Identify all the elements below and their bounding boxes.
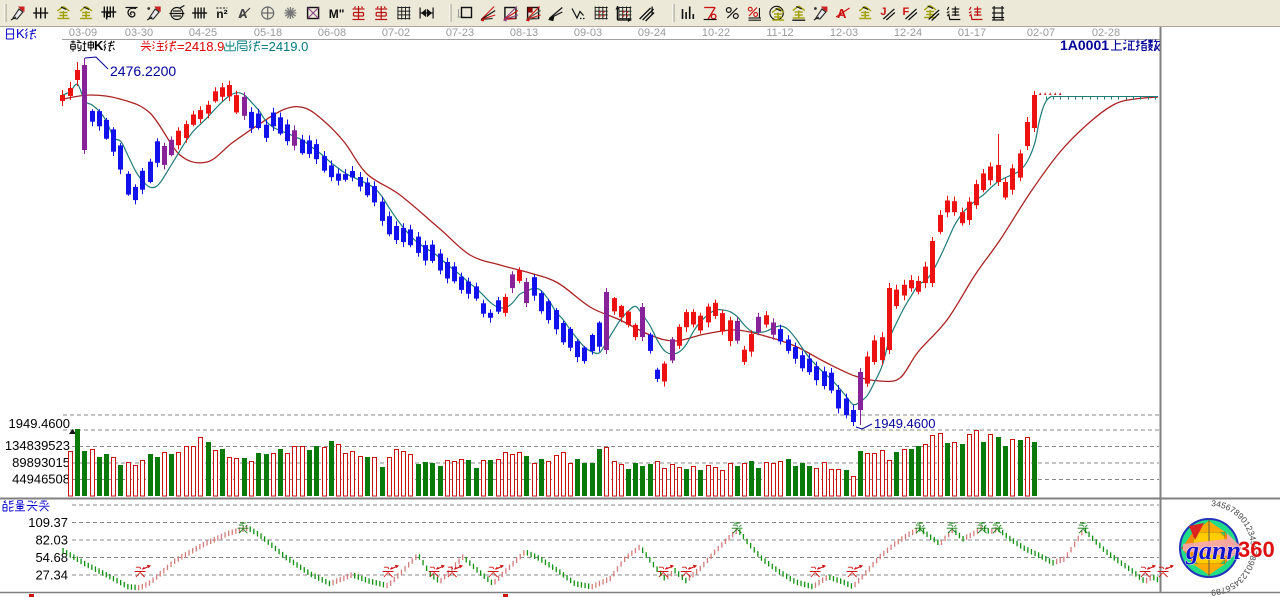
svg-text:2476.2200: 2476.2200	[110, 63, 176, 79]
svg-text:03-30: 03-30	[125, 27, 153, 39]
svg-text:44946508: 44946508	[12, 472, 70, 487]
svg-text:03-09: 03-09	[69, 27, 97, 39]
svg-text:09-03: 09-03	[574, 27, 602, 39]
svg-text:F: F	[105, 12, 111, 23]
svg-text:K: K	[94, 38, 104, 53]
svg-text:1949.4600: 1949.4600	[9, 416, 70, 431]
svg-text:109.37: 109.37	[28, 515, 68, 530]
svg-text:09-24: 09-24	[638, 27, 666, 39]
svg-text:02-28: 02-28	[1092, 27, 1120, 39]
svg-text:12-03: 12-03	[830, 27, 858, 39]
svg-text:F: F	[903, 6, 910, 18]
svg-text:1949.4600: 1949.4600	[874, 416, 935, 431]
svg-text:01-17: 01-17	[958, 27, 986, 39]
svg-text:=2418.9: =2418.9	[177, 39, 224, 54]
svg-text:A: A	[238, 6, 248, 21]
svg-text:134839523: 134839523	[5, 438, 70, 453]
svg-text:82.03: 82.03	[35, 533, 68, 548]
svg-text:K: K	[16, 26, 25, 41]
svg-text:06-08: 06-08	[318, 27, 346, 39]
svg-text:=2419.0: =2419.0	[261, 39, 308, 54]
svg-text:11-12: 11-12	[766, 27, 793, 39]
svg-text:02-07: 02-07	[1027, 27, 1055, 39]
svg-text:08-13: 08-13	[510, 27, 538, 39]
svg-text:gann: gann	[1185, 536, 1241, 565]
svg-text:12-24: 12-24	[894, 27, 922, 39]
svg-text:07-23: 07-23	[446, 27, 474, 39]
svg-text:1A0001: 1A0001	[1060, 37, 1109, 53]
svg-text:07-02: 07-02	[382, 27, 410, 39]
svg-text:89893015: 89893015	[12, 455, 70, 470]
svg-text:05-18: 05-18	[254, 27, 282, 39]
svg-text:54.68: 54.68	[35, 550, 68, 565]
svg-text:27.34: 27.34	[35, 568, 68, 583]
svg-text:04-25: 04-25	[189, 27, 217, 39]
svg-text:360: 360	[1238, 537, 1275, 562]
svg-text:M": M"	[329, 7, 345, 21]
svg-text:n²: n²	[216, 7, 227, 21]
svg-text:10-22: 10-22	[702, 27, 730, 39]
svg-text:J: J	[880, 6, 886, 18]
